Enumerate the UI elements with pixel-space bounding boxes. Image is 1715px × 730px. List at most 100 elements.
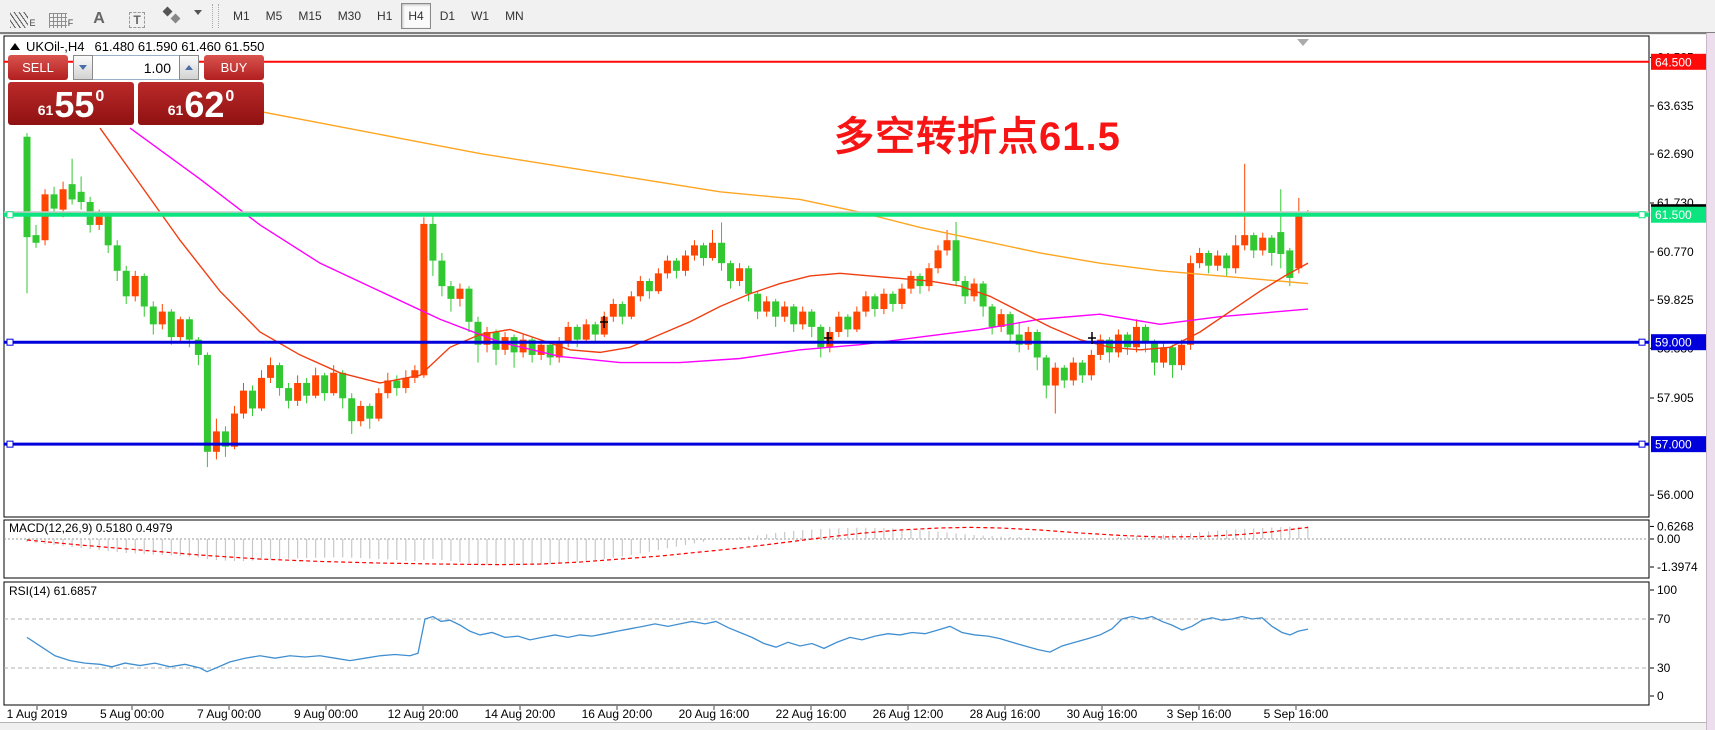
text-label-glyph: A — [93, 10, 105, 27]
rsi-tick-label: 30 — [1657, 661, 1671, 675]
grid-glyph — [48, 13, 67, 28]
text-box-tool-icon[interactable]: T — [122, 4, 152, 28]
price-badge-59.000 — [1651, 334, 1706, 351]
tf-button-m5[interactable]: M5 — [259, 3, 290, 29]
arrow-tools-icon[interactable] — [160, 4, 190, 28]
ma-fast — [99, 127, 1309, 384]
main-panel-frame — [3, 35, 1650, 518]
tf-button-m30[interactable]: M30 — [331, 3, 368, 29]
text-label-tool-icon[interactable]: A — [84, 4, 114, 28]
sell-button[interactable]: SELL — [8, 55, 68, 80]
time-axis-label: 22 Aug 16:00 — [776, 707, 847, 721]
sell-price-big: 55 — [54, 84, 95, 125]
hatch-sub: E — [29, 18, 36, 28]
time-axis-label: 30 Aug 16:00 — [1067, 707, 1138, 721]
time-axis-label: 1 Aug 2019 — [7, 707, 68, 721]
hatch-glyph — [10, 12, 29, 28]
buy-price-prefix: 61 — [167, 102, 184, 118]
price-tick-label: 56.000 — [1657, 488, 1694, 502]
volume-decrease-button[interactable] — [73, 55, 93, 80]
hline-handle[interactable] — [6, 440, 14, 448]
buy-price-sup: 0 — [225, 88, 235, 105]
text-box-glyph: T — [129, 12, 145, 28]
volume-increase-button[interactable] — [179, 55, 199, 80]
macd-layer — [4, 526, 1649, 566]
top-toolbar: E F A T M1 M5 M15 M30 H1 H4 D1 W1 MN — [0, 0, 1715, 33]
macd-tick-label: -1.3974 — [1657, 560, 1698, 574]
status-strip — [0, 722, 1715, 730]
tf-button-m15[interactable]: M15 — [291, 3, 328, 29]
time-axis-label: 7 Aug 00:00 — [197, 707, 261, 721]
chart-shift-marker-icon[interactable] — [1297, 39, 1309, 46]
chart-object-cross[interactable] — [824, 332, 832, 344]
macd-tick-label: 0.00 — [1657, 532, 1681, 546]
price-badge-64.500 — [1651, 53, 1706, 70]
buy-button[interactable]: BUY — [204, 55, 264, 80]
time-axis-label: 26 Aug 12:00 — [873, 707, 944, 721]
tf-button-d1[interactable]: D1 — [433, 3, 462, 29]
tf-button-h1[interactable]: H1 — [370, 3, 399, 29]
rsi-tick-label: 0 — [1657, 689, 1664, 703]
spin-up-icon — [185, 65, 193, 70]
sell-price-sup: 0 — [95, 88, 105, 105]
toolbar-separator — [212, 4, 219, 28]
arrow-tools-dropdown-icon[interactable] — [194, 10, 202, 15]
chart-text-annotation[interactable]: 多空转折点61.5 — [834, 115, 1121, 159]
price-tick-label: 60.770 — [1657, 245, 1694, 259]
arrow-diamond-1 — [162, 6, 173, 17]
window-right-edge — [1706, 33, 1715, 730]
tf-button-h4[interactable]: H4 — [401, 3, 431, 29]
macd-panel-frame — [3, 519, 1650, 579]
tf-button-mn[interactable]: MN — [498, 3, 531, 29]
time-axis-label: 20 Aug 16:00 — [679, 707, 750, 721]
chart-title-bar: UKOil-,H4 61.480 61.590 61.460 61.550 — [10, 39, 264, 54]
fibo-grid-tool-icon[interactable]: F — [46, 4, 76, 28]
svg-text:64.500: 64.500 — [1655, 55, 1692, 69]
tf-button-m1[interactable]: M1 — [226, 3, 257, 29]
hline-handle[interactable] — [6, 211, 14, 219]
hline-handle[interactable] — [1638, 338, 1646, 346]
price-badge-57.000 — [1651, 436, 1706, 453]
one-click-trade-panel: SELL BUY 61 55 0 61 62 0 — [8, 55, 264, 125]
hline-handle[interactable] — [1638, 440, 1646, 448]
svg-text:61.500: 61.500 — [1655, 208, 1692, 222]
rsi-label: RSI(14) 61.6857 — [9, 584, 98, 598]
symbol-title: UKOil-,H4 — [26, 39, 85, 54]
time-axis-label: 5 Sep 16:00 — [1264, 707, 1329, 721]
time-axis-label: 28 Aug 16:00 — [970, 707, 1041, 721]
chart-object-cross[interactable] — [600, 316, 608, 328]
arrow-diamond-2 — [170, 13, 181, 24]
hatch-channel-tool-icon[interactable]: E — [8, 4, 38, 28]
rsi-tick-label: 70 — [1657, 612, 1671, 626]
window-top-border — [0, 32, 1715, 35]
chart-object-cross[interactable] — [1088, 332, 1096, 344]
tf-button-w1[interactable]: W1 — [464, 3, 496, 29]
hline-handle[interactable] — [1638, 211, 1646, 219]
rsi-panel-frame — [3, 581, 1650, 706]
grid-sub: F — [67, 18, 74, 28]
buy-price-big: 62 — [184, 84, 225, 125]
spin-down-icon — [79, 65, 87, 70]
collapse-trade-panel-icon[interactable] — [10, 43, 20, 50]
hline-handle[interactable] — [6, 338, 14, 346]
price-tick-label: 63.635 — [1657, 99, 1694, 113]
svg-text:59.000: 59.000 — [1655, 336, 1692, 350]
macd-label: MACD(12,26,9) 0.5180 0.4979 — [9, 521, 173, 535]
ma-medium — [129, 127, 1309, 364]
time-axis-label: 5 Aug 00:00 — [100, 707, 164, 721]
time-axis-label: 16 Aug 20:00 — [582, 707, 653, 721]
sell-price-tile[interactable]: 61 55 0 — [8, 82, 134, 125]
sell-price-prefix: 61 — [37, 102, 54, 118]
macd-tick-label: 0.6268 — [1657, 519, 1694, 533]
rsi-layer — [4, 615, 1649, 673]
volume-input[interactable] — [93, 55, 179, 80]
time-axis-label: 14 Aug 20:00 — [485, 707, 556, 721]
ohlc-values: 61.480 61.590 61.460 61.550 — [94, 39, 265, 54]
rsi-tick-label: 100 — [1657, 583, 1677, 597]
price-badge-61.500 — [1651, 206, 1706, 223]
buy-price-tile[interactable]: 61 62 0 — [138, 82, 264, 125]
time-axis-label: 12 Aug 20:00 — [388, 707, 459, 721]
price-tick-label: 62.690 — [1657, 147, 1694, 161]
